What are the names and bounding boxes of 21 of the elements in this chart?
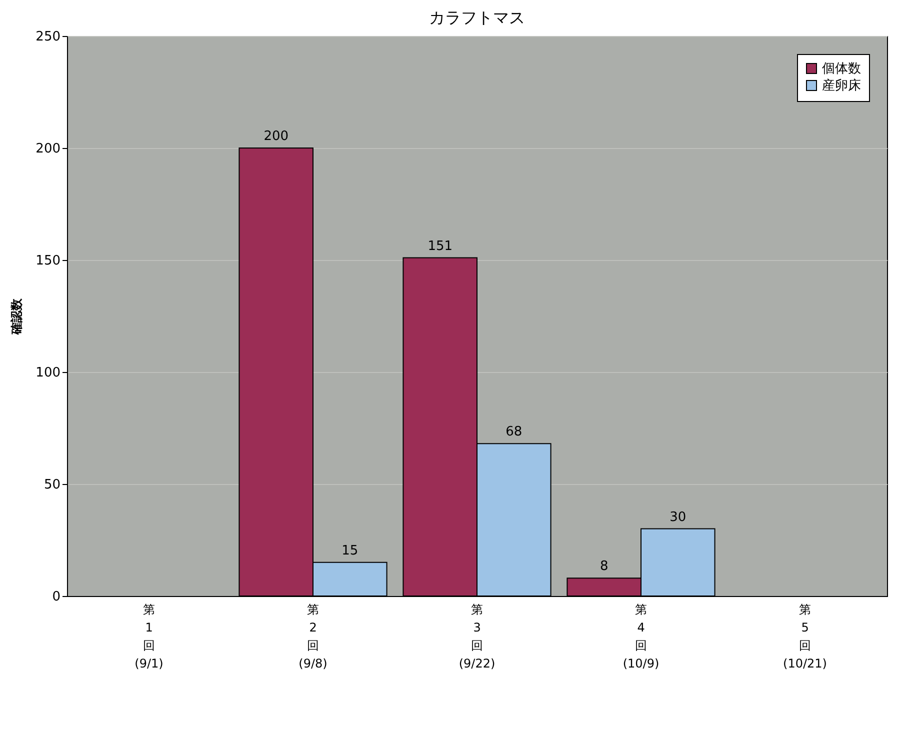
x-tick-label: 第 5 回 (10/21) <box>783 602 827 670</box>
data-label: 68 <box>506 424 522 440</box>
x-tick-label: 第 1 回 (9/1) <box>134 602 164 670</box>
y-tick-label: 0 <box>52 590 60 604</box>
data-label: 200 <box>264 129 289 144</box>
y-tick-label: 50 <box>44 478 60 492</box>
x-tick-label: 第 3 回 (9/22) <box>458 602 496 670</box>
legend-label: 個体数 <box>822 62 861 76</box>
y-tick-label: 100 <box>36 366 60 380</box>
data-label: 30 <box>670 510 686 525</box>
x-tick-label: 第 2 回 (9/8) <box>298 602 328 670</box>
y-tick-label: 200 <box>36 142 60 156</box>
chart-title: カラフトマス <box>429 8 525 27</box>
y-axis-title: 確認数 <box>10 298 24 336</box>
data-label: 15 <box>342 543 358 558</box>
data-label: 8 <box>600 559 608 574</box>
legend-label: 産卵床 <box>822 78 861 94</box>
y-tick-label: 250 <box>36 30 60 44</box>
data-label: 151 <box>428 238 453 254</box>
y-tick-label: 150 <box>36 254 60 268</box>
x-tick-label: 第 4 回 (10/9) <box>622 602 660 670</box>
